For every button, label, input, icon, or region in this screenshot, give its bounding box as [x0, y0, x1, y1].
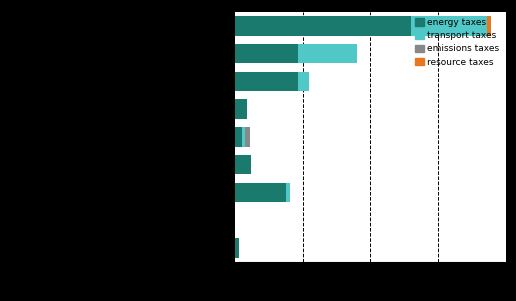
Bar: [235, 16, 411, 36]
Bar: [298, 44, 357, 64]
Bar: [235, 183, 286, 202]
Legend: energy taxes, transport taxes, emissions taxes, resource taxes: energy taxes, transport taxes, emissions…: [413, 17, 501, 68]
Bar: [235, 99, 247, 119]
Bar: [235, 127, 241, 147]
Bar: [235, 155, 251, 175]
Bar: [241, 127, 245, 147]
Bar: [286, 183, 289, 202]
Bar: [235, 238, 239, 258]
Bar: [235, 72, 298, 91]
Bar: [245, 127, 250, 147]
Bar: [235, 44, 298, 64]
Bar: [411, 16, 487, 36]
Bar: [298, 72, 309, 91]
Bar: [487, 16, 491, 36]
